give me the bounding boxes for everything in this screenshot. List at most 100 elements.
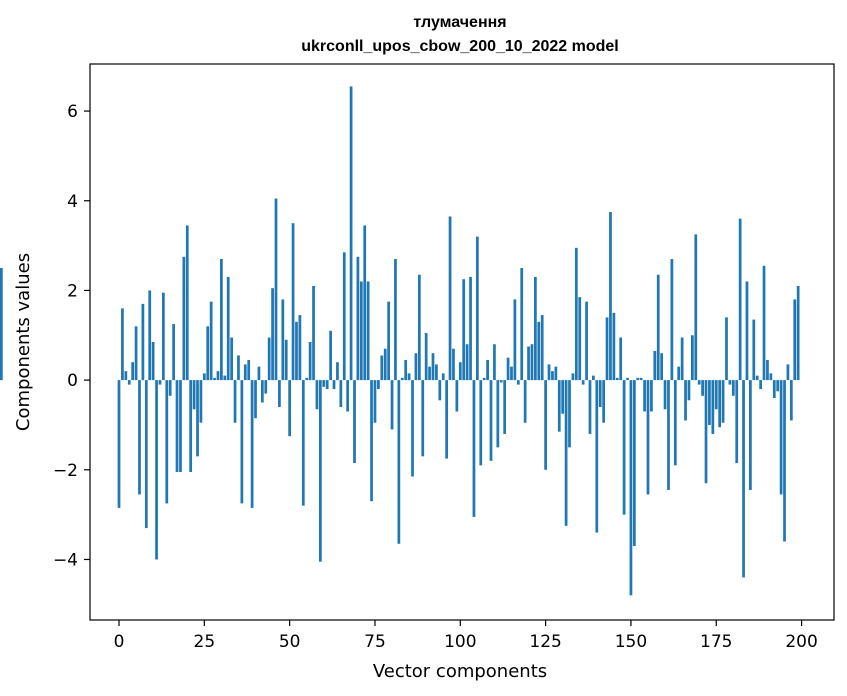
bar [325,380,329,390]
bar [475,236,479,381]
bar [766,359,769,381]
bar [571,373,575,381]
bar [721,380,725,423]
bar [626,377,629,381]
bar [656,274,660,381]
bar [482,377,486,381]
bar [223,375,227,381]
bar-series [0,86,800,596]
bar [479,380,483,466]
bar [694,234,698,381]
bar [752,319,756,381]
bar [233,380,237,423]
bar [677,366,681,381]
y-tick-label: 4 [67,192,78,212]
bar [520,268,524,381]
bar [789,380,793,421]
bar [462,279,466,381]
bar [537,321,541,381]
bar [127,380,131,385]
bar [691,335,694,381]
bar [267,337,271,381]
bar [776,380,780,392]
bar [441,373,445,381]
bar [213,377,216,381]
y-axis-ticks: −4 −2 0 2 4 6 [53,102,90,570]
bar [220,259,223,381]
bar [257,366,261,381]
bar [452,348,455,381]
bar [260,380,264,403]
bar [281,299,285,381]
bar [629,380,633,596]
bar [216,371,220,381]
bar [322,380,326,387]
bar [673,380,677,466]
bar [667,380,670,490]
x-tick-label: 200 [785,632,817,652]
bar [196,380,199,457]
bar [772,380,776,399]
x-tick-label: 125 [529,632,561,652]
x-axis-ticks: 0 25 50 75 100 125 150 175 200 [114,620,818,652]
chart-title: тлумачення [413,14,506,31]
bar [400,377,404,381]
chart-subtitle: ukrconll_upos_cbow_200_10_2022 model [301,38,618,55]
bar [486,359,489,381]
bar [336,362,339,381]
x-axis-label: Vector components [373,661,547,682]
bar [762,265,766,381]
bar [779,380,783,495]
bar [465,344,469,381]
bar [148,290,152,381]
bar [510,366,513,381]
bar [397,380,401,544]
bar [564,380,568,526]
bar [745,281,749,381]
bar [725,317,728,381]
bar [363,225,367,381]
bar [530,344,534,381]
bar [247,359,251,381]
bar [131,362,135,381]
bar [435,364,438,381]
bar [711,380,715,434]
bar [496,380,500,448]
bar [458,362,462,381]
bar [595,380,599,533]
bar [738,218,742,381]
bar [339,380,343,408]
bar [769,373,773,381]
bar [544,380,547,470]
bar [581,380,585,385]
bar [523,380,527,423]
bar [421,380,425,457]
bar [759,380,762,390]
bar [592,375,595,381]
bar [687,380,691,401]
bar [117,380,121,508]
bar [755,375,759,381]
bar [417,274,421,381]
bar [319,380,322,562]
bar [390,380,394,430]
bar [329,330,332,381]
x-tick-label: 75 [364,632,386,652]
bar [455,380,459,412]
bar [373,380,377,423]
bar [301,380,305,506]
bar [243,364,247,381]
bar [728,380,732,385]
bar [506,357,510,381]
bar [356,256,360,381]
bar [516,380,520,385]
bar [632,380,636,547]
y-tick-label: 0 [67,371,78,391]
bar [172,324,175,381]
bar [353,380,356,464]
bar [192,380,196,410]
bar [271,288,274,381]
bar [332,380,336,390]
bar [438,380,442,401]
bar [179,380,182,473]
